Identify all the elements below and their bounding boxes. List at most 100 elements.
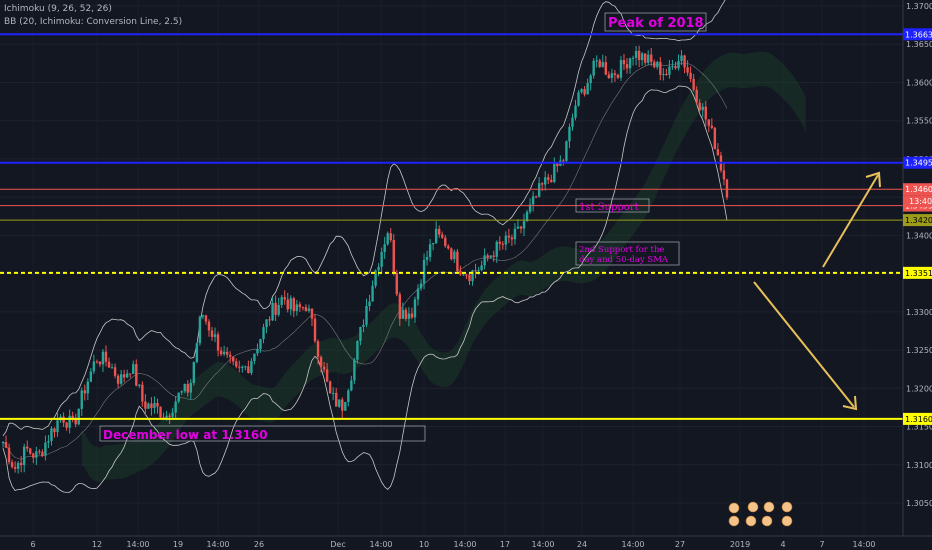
candle-body — [643, 53, 647, 63]
candle-body — [674, 66, 677, 69]
candle-body — [65, 422, 68, 428]
candle-body — [441, 234, 444, 238]
support2-label-line2: day and 50-day SMA — [579, 255, 669, 265]
candle-body — [35, 451, 38, 458]
candle-body — [286, 299, 289, 310]
price-tag-label: 1.33510 — [905, 269, 932, 278]
candle-body — [83, 390, 86, 394]
candle-body — [489, 255, 492, 258]
time-tick-label: 14:00 — [126, 540, 149, 549]
candle-body — [483, 255, 486, 266]
candle-body — [204, 315, 208, 322]
price-tick-label: 1.33000 — [906, 308, 932, 317]
candle-body — [553, 163, 556, 183]
candle-body — [519, 226, 523, 229]
time-tick-label: 6 — [30, 540, 35, 549]
candle-body — [634, 50, 638, 58]
annotations: Peak of 2018 1st Support 2nd Support for… — [99, 12, 881, 442]
candle-body — [428, 244, 432, 258]
candle-body — [141, 384, 144, 402]
candle-body — [26, 446, 29, 449]
candle-body — [122, 374, 126, 378]
band-middle — [2, 62, 728, 460]
candle-body — [174, 401, 177, 413]
support1-label: 1st Support — [579, 202, 639, 213]
candle-body — [168, 415, 171, 417]
candle-body — [368, 301, 371, 306]
candle-body — [434, 228, 438, 244]
candle-body — [101, 351, 105, 365]
candle-body — [583, 89, 586, 95]
candle-body — [313, 318, 317, 342]
candle-body — [32, 453, 35, 458]
candle-body — [159, 406, 162, 418]
candle-body — [74, 418, 77, 425]
support1-box — [575, 198, 650, 213]
december-label: December low at 1.3160 — [103, 428, 268, 442]
candle-body — [225, 351, 229, 355]
candle-body — [522, 221, 526, 229]
candle-body — [531, 196, 535, 205]
candle-body — [359, 326, 362, 341]
candle-body — [292, 298, 295, 312]
candle-body — [322, 366, 326, 370]
candle-body — [710, 125, 714, 128]
candle-body — [41, 451, 44, 456]
candle-body — [162, 417, 165, 419]
peak-box — [604, 12, 707, 32]
candle-body — [647, 54, 650, 63]
price-tag — [903, 266, 932, 279]
price-tag-label: 1.34950 — [905, 159, 932, 168]
candle-body — [180, 391, 183, 393]
candle-body — [144, 401, 147, 409]
candle-body — [29, 448, 32, 454]
candle-body — [631, 57, 635, 59]
candle-body — [462, 274, 465, 276]
candle-body — [547, 177, 550, 180]
candle-body — [328, 381, 332, 394]
candle-body — [537, 183, 541, 197]
candle-body — [165, 415, 168, 418]
candle-body — [513, 228, 517, 240]
candle-body — [235, 361, 238, 367]
time-tick-label: 14:00 — [531, 540, 554, 549]
candle-body — [492, 255, 495, 257]
candle-body — [610, 73, 614, 79]
candle-body — [625, 64, 629, 69]
candle-body — [353, 359, 356, 381]
support2-box — [575, 241, 680, 266]
candle-body — [516, 226, 520, 229]
candle-body — [571, 117, 574, 127]
candle-body — [607, 74, 611, 79]
candle-body — [198, 316, 202, 344]
cloud-fill — [81, 51, 806, 483]
price-tick-label: 1.31500 — [906, 423, 932, 432]
time-tick-label: 14:00 — [369, 540, 392, 549]
candle-body — [686, 67, 689, 73]
candle-body — [540, 183, 544, 185]
time-axis — [0, 535, 932, 550]
candle-body — [331, 392, 335, 394]
candle-body — [616, 74, 620, 78]
candle-body — [195, 343, 199, 363]
candle-body — [601, 62, 604, 67]
candle-body — [568, 126, 571, 142]
price-tick-label: 1.32000 — [906, 384, 932, 393]
candle-body — [665, 74, 668, 76]
time-tick-label: 24 — [577, 540, 587, 549]
candle-body — [95, 361, 99, 363]
candle-body — [283, 297, 286, 300]
candle-body — [465, 274, 468, 276]
time-tick-label: 19 — [173, 540, 183, 549]
peak-label: Peak of 2018 — [608, 16, 704, 31]
candle-body — [477, 270, 480, 272]
event-icon — [728, 501, 793, 527]
candle-body — [301, 307, 305, 309]
candle-body — [562, 160, 565, 162]
candle-body — [722, 170, 726, 180]
candle-body — [56, 420, 59, 433]
candle-body — [362, 324, 365, 327]
candle-body — [628, 58, 632, 69]
candle-body — [528, 204, 532, 212]
